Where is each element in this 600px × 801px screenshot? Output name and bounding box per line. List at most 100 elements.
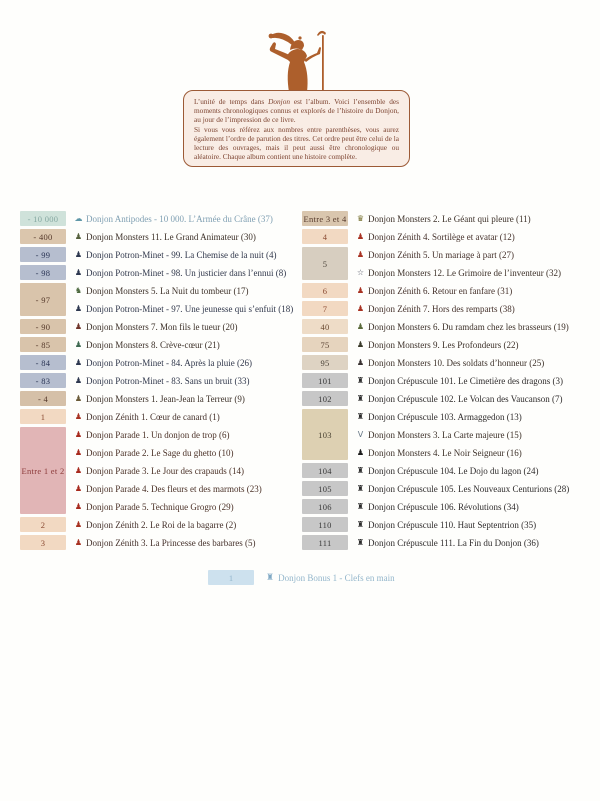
album-title: Donjon Parade 4. Des fleurs et des marmo… [86,483,262,494]
album-entry: ♟ Donjon Parade 1. Un donjon de trop (6) [74,427,301,442]
parade-figure-icon: ♟ [74,501,83,511]
duck-hero-icon: ♟ [74,519,83,529]
entry-list: ♟ Donjon Potron-Minet - 83. Sans un bruit… [74,373,301,388]
timeline-group: 2 ♟ Donjon Zénith 2. Le Roi de la bagarre … [20,517,301,532]
time-marker: 95 [302,355,348,370]
figure-icon: ♟ [74,267,83,277]
duck-hero-icon: ♟ [356,249,365,259]
bonus-time-marker: 1 [208,570,254,585]
tower-icon: ♜ [356,519,365,529]
album-entry: ♟ Donjon Zénith 5. Un mariage à part (27) [356,247,598,262]
album-entry: ♟ Donjon Monsters 9. Les Profondeurs (22) [356,337,598,352]
timeline-group: - 90 ♟ Donjon Monsters 7. Mon fils le tueu… [20,319,301,334]
album-title: Donjon Monsters 12. Le Grimoire de l’inv… [368,267,561,278]
album-title: Donjon Antipodes - 10 000. L’Armée du Cr… [86,213,273,224]
time-marker: - 99 [20,247,66,262]
album-title: Donjon Zénith 7. Hors des remparts (38) [368,303,515,314]
album-title: Donjon Monsters 8. Crève-cœur (21) [86,339,220,350]
time-marker: 5 [302,247,348,280]
album-title: Donjon Zénith 2. Le Roi de la bagarre (2… [86,519,237,530]
album-title: Donjon Crépuscule 110. Haut Septentrion … [368,519,537,530]
album-entry: ♜ Donjon Crépuscule 104. Le Dojo du lagon… [356,463,598,478]
bird-icon: V [357,429,364,439]
timeline-group: - 85 ♟ Donjon Monsters 8. Crève-cœur (21) [20,337,301,352]
intro-note-box: L’unité de temps dans Donjon est l’album… [183,90,410,167]
album-entry: ♟ Donjon Potron-Minet - 84. Après la plui… [74,355,301,370]
album-entry: ♜ Donjon Crépuscule 110. Haut Septentrion… [356,517,598,532]
bonus-album-title: Donjon Bonus 1 - Clefs en main [278,572,395,583]
entry-list: ♟ Donjon Monsters 11. Le Grand Animateur … [74,229,301,244]
album-entry: ♟ Donjon Monsters 4. Le Noir Seigneur (16… [356,445,598,460]
album-entry: ☆ Donjon Monsters 12. Le Grimoire de l’in… [356,265,598,280]
parade-figure-icon: ♟ [74,465,83,475]
timeline-group: 3 ♟ Donjon Zénith 3. La Princesse des barb… [20,535,301,550]
tower-icon: ♜ [356,537,365,547]
album-title: Donjon Zénith 4. Sortilège et avatar (12… [368,231,515,242]
album-title: Donjon Monsters 9. Les Profondeurs (22) [368,339,519,350]
figure-icon: ♟ [74,393,83,403]
timeline-group: - 97 ♞ Donjon Monsters 5. La Nuit du tombe… [20,283,301,316]
time-marker: - 84 [20,355,66,370]
bonus-row: 1 ♜ Donjon Bonus 1 - Clefs en main [208,570,395,585]
timeline-group: - 4 ♟ Donjon Monsters 1. Jean-Jean la Terr… [20,391,301,406]
timeline-group: - 84 ♟ Donjon Potron-Minet - 84. Après la … [20,355,301,370]
album-title: Donjon Parade 2. Le Sage du ghetto (10) [86,447,234,458]
tower-icon: ♜ [356,375,365,385]
album-title: Donjon Monsters 5. La Nuit du tombeur (1… [86,285,249,296]
entry-list: ♟ Donjon Potron-Minet - 84. Après la plui… [74,355,301,370]
entry-list: ☁ Donjon Antipodes - 10 000. L’Armée du C… [74,211,301,226]
album-title: Donjon Monsters 4. Le Noir Seigneur (16) [368,447,522,458]
series-name-italic: Donjon [268,97,290,106]
time-marker: - 400 [20,229,66,244]
time-marker: - 98 [20,265,66,280]
album-title: Donjon Monsters 10. Des soldats d’honneu… [368,357,545,368]
entry-list: ♟ Donjon Zénith 5. Un mariage à part (27)… [356,247,598,280]
album-entry: ♟ Donjon Monsters 8. Crève-cœur (21) [74,337,301,352]
album-title: Donjon Crépuscule 102. Le Volcan des Vau… [368,393,563,404]
time-marker: 105 [302,481,348,496]
album-entry: ♛ Donjon Monsters 2. Le Géant qui pleure … [356,211,598,226]
timeline-group: 103 ♜ Donjon Crépuscule 103. Armaggedon (1… [302,409,598,460]
time-marker: - 10 000 [20,211,66,226]
entry-list: ♜ Donjon Crépuscule 111. La Fin du Donjon… [356,535,598,550]
figure-icon: ♟ [74,375,83,385]
album-title: Donjon Monsters 2. Le Géant qui pleure (… [368,213,531,224]
album-title: Donjon Potron-Minet - 99. La Chemise de … [86,249,277,260]
parade-figure-icon: ♟ [74,447,83,457]
album-title: Donjon Potron-Minet - 98. Un justicier d… [86,267,287,278]
entry-list: ♟ Donjon Zénith 2. Le Roi de la bagarre (… [74,517,301,532]
album-entry: ♟ Donjon Monsters 7. Mon fils le tueur (2… [74,319,301,334]
album-title: Donjon Crépuscule 106. Révolutions (34) [368,501,519,512]
entry-list: ♟ Donjon Monsters 1. Jean-Jean la Terreur… [74,391,301,406]
duck-hero-icon: ♟ [74,411,83,421]
entry-list: ♟ Donjon Monsters 10. Des soldats d’honne… [356,355,598,370]
time-marker: Entre 3 et 4 [302,211,348,226]
entry-list: ♟ Donjon Monsters 6. Du ramdam chez les b… [356,319,598,334]
entry-list: ♟ Donjon Monsters 9. Les Profondeurs (22) [356,337,598,352]
entry-list: ♟ Donjon Zénith 3. La Princesse des barba… [74,535,301,550]
time-marker: 6 [302,283,348,298]
figure-icon: ♟ [74,339,83,349]
entry-list: ♜ Donjon Crépuscule 103. Armaggedon (13) V… [356,409,598,460]
figure-icon: ♟ [356,321,365,331]
album-title: Donjon Crépuscule 105. Les Nouveaux Cent… [368,483,570,494]
album-title: Donjon Monsters 3. La Carte majeure (15) [368,429,522,440]
album-title: Donjon Zénith 6. Retour en fanfare (31) [368,285,513,296]
album-entry: V Donjon Monsters 3. La Carte majeure (15… [356,427,598,442]
time-marker: - 90 [20,319,66,334]
figure-icon: ♟ [356,339,365,349]
album-title: Donjon Monsters 1. Jean-Jean la Terreur … [86,393,245,404]
time-marker: 103 [302,409,348,460]
time-marker: 4 [302,229,348,244]
album-title: Donjon Monsters 6. Du ramdam chez les br… [368,321,569,332]
time-marker: 3 [20,535,66,550]
album-entry: ♟ Donjon Potron-Minet - 83. Sans un bruit… [74,373,301,388]
timeline-group: - 10 000 ☁ Donjon Antipodes - 10 000. L’Ar… [20,211,301,226]
time-marker: - 83 [20,373,66,388]
figure-icon: ♟ [74,231,83,241]
entry-list: ♜ Donjon Crépuscule 104. Le Dojo du lagon… [356,463,598,478]
entry-list: ♟ Donjon Monsters 8. Crève-cœur (21) [74,337,301,352]
album-title: Donjon Zénith 3. La Princesse des barbar… [86,537,256,548]
album-title: Donjon Parade 5. Technique Grogro (29) [86,501,234,512]
intro-text: L’unité de temps dans [194,97,269,106]
